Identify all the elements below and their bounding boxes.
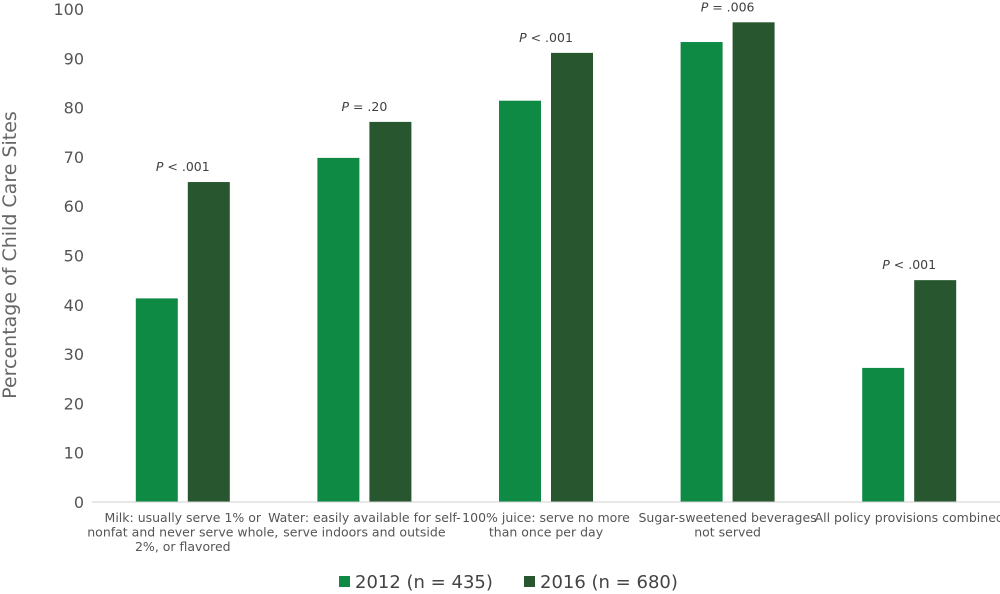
y-tick-label: 90 [64, 49, 84, 68]
p-symbol: P [519, 30, 527, 45]
y-tick-label: 80 [64, 99, 84, 118]
p-value-annotation: P < .001 [156, 159, 210, 174]
bar-2016-0 [187, 182, 230, 502]
p-symbol: P [156, 159, 164, 174]
p-value: < .001 [527, 30, 573, 45]
category-label: serve indoors and outside [283, 525, 446, 540]
y-tick-label: 60 [64, 197, 84, 216]
bar-2012-3 [680, 42, 723, 502]
category-label: All policy provisions combined [815, 510, 1000, 525]
p-symbol: P [341, 99, 349, 114]
y-axis: 0 10 20 30 40 50 60 70 80 90 100 [53, 0, 84, 512]
p-value: < .001 [890, 257, 936, 272]
p-value-annotation: P < .001 [519, 30, 573, 45]
p-value: = .006 [708, 0, 754, 14]
category-label: 2%, or flavored [135, 539, 231, 554]
y-tick-label: 100 [53, 0, 84, 19]
category-label: nonfat and never serve whole, [87, 525, 278, 540]
legend-swatch-2012 [339, 576, 350, 587]
bar-2012-4 [862, 367, 905, 502]
category-label: Sugar-sweetened beverages [639, 510, 817, 525]
legend-label-2012: 2012 (n = 435) [355, 572, 493, 593]
y-tick-label: 30 [64, 345, 84, 364]
category-label: not served [694, 525, 761, 540]
y-tick-label: 0 [74, 493, 84, 512]
bar-2016-3 [732, 22, 775, 502]
y-axis-title: Percentage of Child Care Sites [0, 111, 21, 399]
category-label: than once per day [489, 525, 604, 540]
p-value: = .20 [349, 99, 387, 114]
legend: 2012 (n = 435) 2016 (n = 680) [339, 572, 678, 593]
bar-2016-1 [369, 121, 412, 502]
y-tick-label: 50 [64, 247, 84, 266]
category-label: Water: easily available for self- [268, 510, 461, 525]
p-symbol: P [701, 0, 709, 14]
bar-2016-4 [914, 280, 957, 502]
y-tick-label: 10 [64, 444, 84, 463]
bar-2012-1 [317, 157, 360, 503]
bar-2012-0 [135, 298, 178, 502]
bar-2012-2 [499, 100, 541, 502]
bar-2016-2 [551, 52, 593, 502]
legend-swatch-2016 [524, 576, 535, 587]
p-value-annotation: P = .006 [701, 0, 755, 14]
p-value-annotation: P = .20 [341, 99, 387, 114]
legend-label-2016: 2016 (n = 680) [540, 572, 678, 593]
p-symbol: P [882, 257, 890, 272]
y-tick-label: 40 [64, 296, 84, 315]
p-value: < .001 [163, 159, 209, 174]
y-tick-label: 20 [64, 394, 84, 413]
bars [135, 22, 957, 503]
p-value-annotation: P < .001 [882, 257, 936, 272]
y-tick-label: 70 [64, 148, 84, 167]
category-label: 100% juice: serve no more [462, 510, 630, 525]
category-label: Milk: usually serve 1% or [105, 510, 262, 525]
